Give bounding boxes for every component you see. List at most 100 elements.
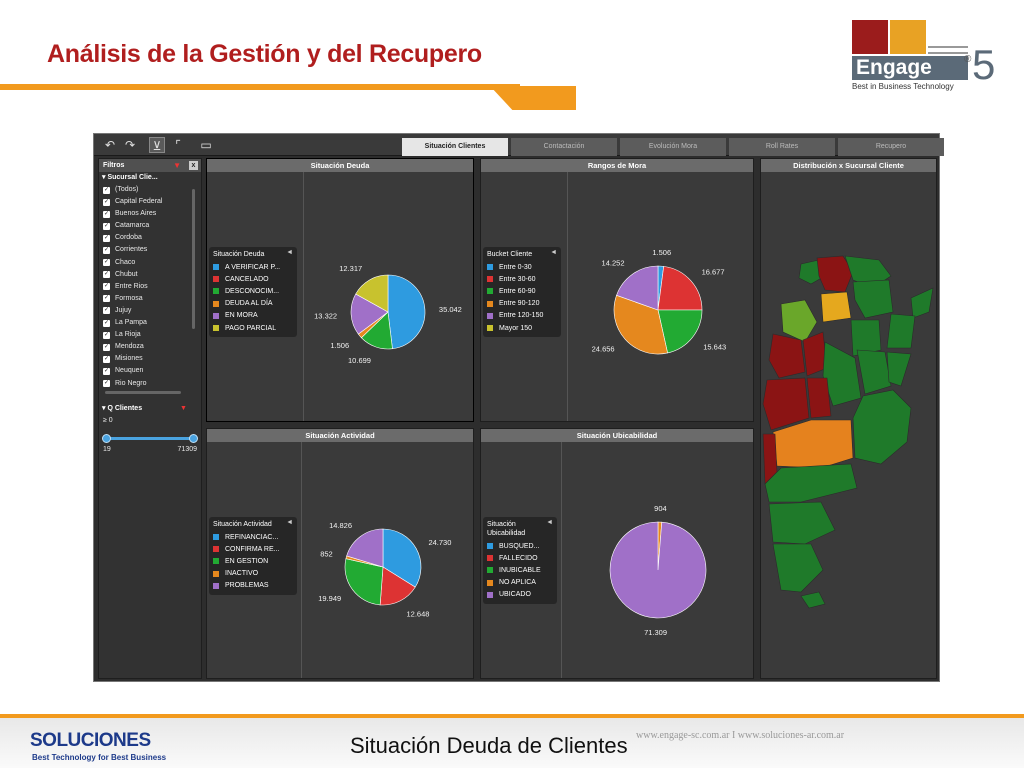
- map-region-buenos-aires[interactable]: [852, 389, 912, 465]
- legend-item[interactable]: Entre 90-120: [487, 298, 557, 310]
- undo-icon[interactable]: ↶: [104, 138, 116, 152]
- checkbox[interactable]: ✓: [103, 198, 110, 206]
- map-region-tucuman[interactable]: [820, 291, 852, 323]
- filter-item[interactable]: ✓ Capital Federal: [99, 196, 201, 208]
- legend-item[interactable]: REFINANCIAC...: [213, 531, 293, 543]
- legend-item[interactable]: NO APLICA: [487, 577, 553, 589]
- pie-slice[interactable]: [344, 558, 384, 606]
- pie-slice[interactable]: [609, 521, 707, 619]
- map-region-tierra-del-fuego[interactable]: [800, 591, 826, 609]
- filter-item[interactable]: ✓ La Rioja: [99, 329, 201, 341]
- legend-collapse-icon[interactable]: ◄: [286, 249, 293, 256]
- pie-slice[interactable]: [346, 528, 384, 568]
- filter-item[interactable]: ✓ Formosa: [99, 293, 201, 305]
- filter-item[interactable]: ✓ Cordoba: [99, 232, 201, 244]
- legend-item[interactable]: Entre 30-60: [487, 273, 557, 285]
- panel-situacion-actividad[interactable]: Situación Actividad ◄ Situación Activida…: [206, 428, 474, 679]
- checkbox[interactable]: ✓: [103, 222, 110, 230]
- legend-item[interactable]: UBICADO: [487, 589, 553, 601]
- checkbox[interactable]: ✓: [103, 271, 110, 279]
- legend-item[interactable]: DEUDA AL DÍA: [213, 298, 293, 310]
- map-region-san-luis[interactable]: [806, 377, 832, 419]
- legend-item[interactable]: EN GESTION: [213, 555, 293, 567]
- panel-situacion-deuda[interactable]: Situación Deuda ◄ Situación Deuda A VERI…: [206, 158, 474, 422]
- q-clientes-filter-icon[interactable]: ▼: [180, 405, 187, 412]
- legend-item[interactable]: DESCONOCIM...: [213, 285, 293, 297]
- filter-item[interactable]: ✓ Mendoza: [99, 341, 201, 353]
- checkbox[interactable]: ✓: [103, 307, 110, 315]
- checkbox[interactable]: ✓: [103, 343, 110, 351]
- legend-item[interactable]: BUSQUED...: [487, 540, 553, 552]
- map-region-chaco[interactable]: [852, 279, 894, 319]
- legend-item[interactable]: Mayor 150: [487, 322, 557, 334]
- legend-item[interactable]: INACTIVO: [213, 568, 293, 580]
- panel-situacion-ubicabilidad[interactable]: Situación Ubicabilidad ◄ Situación Ubicab…: [480, 428, 754, 679]
- comment-icon[interactable]: ▭: [200, 138, 212, 152]
- filter-item[interactable]: ✓ Buenos Aires: [99, 208, 201, 220]
- checkbox[interactable]: ✓: [103, 283, 110, 291]
- q-clientes-slider[interactable]: [106, 437, 196, 440]
- filters-close-button[interactable]: x: [189, 161, 198, 170]
- legend-collapse-icon[interactable]: ◄: [286, 519, 293, 526]
- filter-vertical-scrollbar[interactable]: [192, 189, 195, 329]
- legend-item[interactable]: Entre 120-150: [487, 310, 557, 322]
- filter-item[interactable]: ✓ La Pampa: [99, 317, 201, 329]
- map-region-la-rioja[interactable]: [768, 333, 806, 379]
- legend-item[interactable]: CANCELADO: [213, 273, 293, 285]
- map-region-santa-fe[interactable]: [856, 349, 892, 395]
- checkbox[interactable]: ✓: [103, 380, 110, 388]
- checkbox[interactable]: ✓: [103, 186, 110, 194]
- legend-collapse-icon[interactable]: ◄: [546, 519, 553, 526]
- legend-item[interactable]: Entre 0-30: [487, 261, 557, 273]
- map-region-rio-negro[interactable]: [764, 463, 858, 503]
- legend-item[interactable]: EN MORA: [213, 310, 293, 322]
- slider-min-handle[interactable]: [102, 434, 111, 443]
- panel-distribucion-sucursal[interactable]: Distribución x Sucursal Cliente: [760, 158, 937, 679]
- checkbox[interactable]: ✓: [103, 259, 110, 267]
- map-region-catamarca[interactable]: [780, 299, 818, 343]
- legend-item[interactable]: Entre 60-90: [487, 285, 557, 297]
- tab-roll-rates[interactable]: Roll Rates: [729, 138, 835, 156]
- expand-icon[interactable]: ⌜: [175, 138, 181, 152]
- pie-slice[interactable]: [355, 274, 389, 313]
- filter-item[interactable]: ✓ Chubut: [99, 269, 201, 281]
- legend-item[interactable]: PAGO PARCIAL: [213, 322, 293, 334]
- tab-contactacion[interactable]: Contactación: [511, 138, 617, 156]
- map-region-corrientes[interactable]: [886, 313, 916, 349]
- argentina-map[interactable]: [761, 172, 938, 672]
- map-region-cordoba[interactable]: [822, 341, 862, 407]
- legend-collapse-icon[interactable]: ◄: [550, 249, 557, 256]
- filter-item[interactable]: ✓ (Todos): [99, 184, 201, 196]
- redo-icon[interactable]: ↷: [124, 138, 136, 152]
- tab-recupero[interactable]: Recupero: [838, 138, 944, 156]
- map-region-chubut[interactable]: [768, 501, 836, 545]
- filter-item[interactable]: ✓ Misiones: [99, 353, 201, 365]
- filter-item[interactable]: ✓ Rio Negro: [99, 378, 201, 390]
- filter-item[interactable]: ✓ Chaco: [99, 257, 201, 269]
- pie-slice[interactable]: [657, 309, 703, 354]
- tab-evolucion-mora[interactable]: Evolución Mora: [620, 138, 726, 156]
- slider-max-handle[interactable]: [189, 434, 198, 443]
- tab-situacion-clientes[interactable]: Situación Clientes: [402, 138, 508, 156]
- filter-icon[interactable]: ⊻: [149, 137, 165, 153]
- clear-filter-icon[interactable]: ▼: [173, 161, 181, 170]
- pie-slice[interactable]: [616, 265, 659, 311]
- filter-horizontal-scrollbar[interactable]: [105, 391, 181, 394]
- checkbox[interactable]: ✓: [103, 367, 110, 375]
- sucursal-filter-header[interactable]: ▾ Sucursal Clie...: [102, 174, 158, 181]
- checkbox[interactable]: ✓: [103, 210, 110, 218]
- map-region-mendoza[interactable]: [762, 377, 810, 431]
- panel-rangos-de-mora[interactable]: Rangos de Mora ◄ Bucket Cliente Entre 0-…: [480, 158, 754, 422]
- filter-item[interactable]: ✓ Corrientes: [99, 244, 201, 256]
- pie-slice[interactable]: [350, 293, 389, 335]
- legend-item[interactable]: INUBICABLE: [487, 564, 553, 576]
- checkbox[interactable]: ✓: [103, 234, 110, 242]
- pie-slice[interactable]: [379, 566, 416, 606]
- map-region-entre-rios[interactable]: [886, 351, 912, 387]
- legend-item[interactable]: CONFIRMA RE...: [213, 543, 293, 555]
- filter-item[interactable]: ✓ Catamarca: [99, 220, 201, 232]
- legend-item[interactable]: A VERIFICAR P...: [213, 261, 293, 273]
- pie-slice[interactable]: [657, 266, 703, 311]
- filter-item[interactable]: ✓ Jujuy: [99, 305, 201, 317]
- filter-item[interactable]: ✓ Neuquen: [99, 365, 201, 377]
